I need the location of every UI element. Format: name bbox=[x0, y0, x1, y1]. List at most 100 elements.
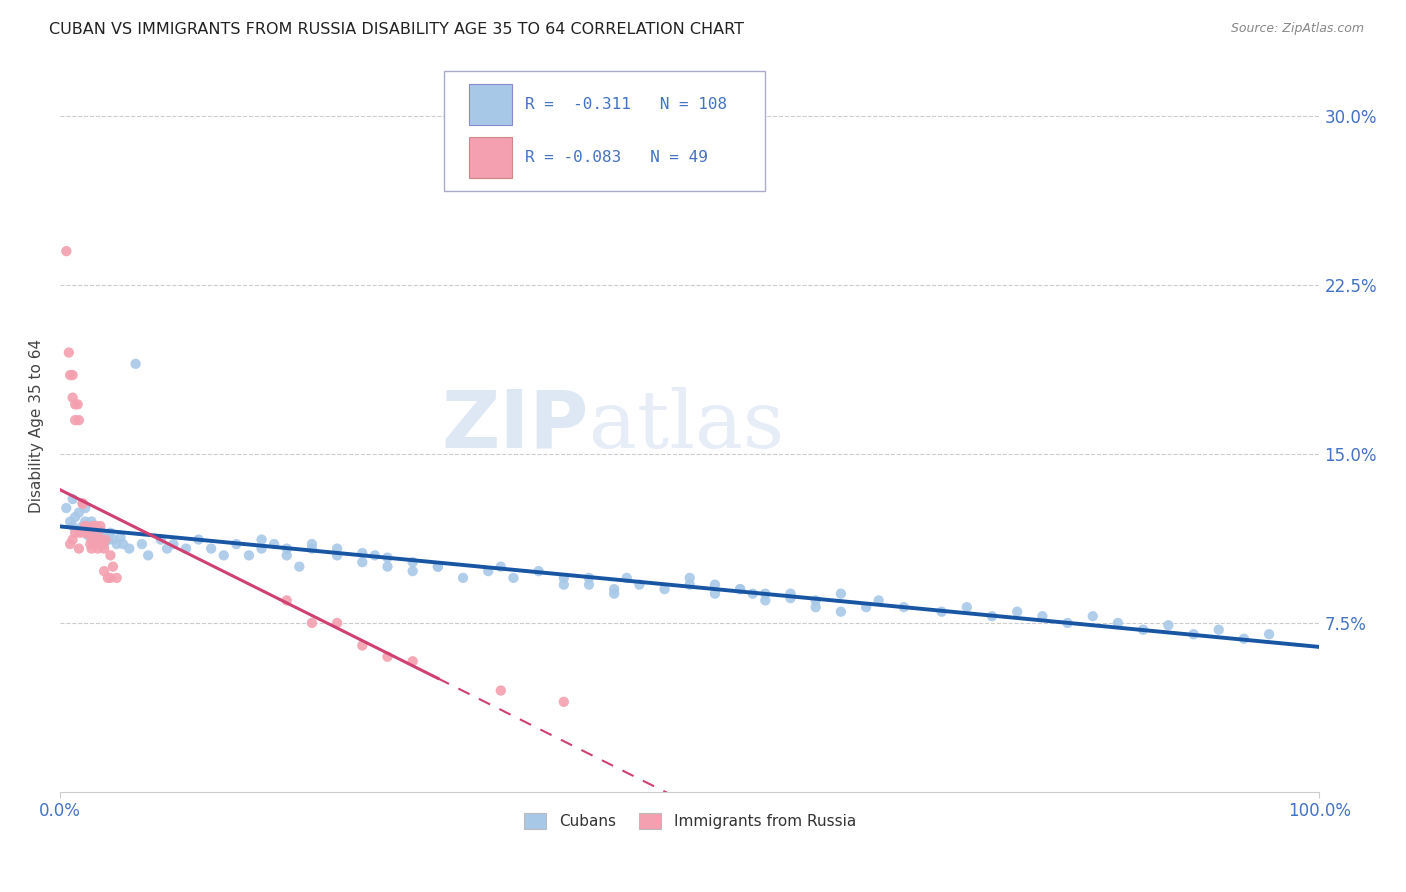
Point bbox=[72, 496, 94, 510]
FancyBboxPatch shape bbox=[470, 84, 512, 125]
Point bbox=[250, 541, 273, 556]
Point bbox=[87, 533, 110, 547]
Point bbox=[451, 571, 474, 585]
Point bbox=[804, 600, 827, 615]
Point bbox=[212, 549, 235, 563]
Point bbox=[80, 541, 103, 556]
Point bbox=[489, 559, 512, 574]
Point bbox=[956, 600, 979, 615]
Point bbox=[79, 537, 101, 551]
Point bbox=[63, 525, 86, 540]
Point bbox=[63, 413, 86, 427]
Point bbox=[1031, 609, 1053, 624]
Point bbox=[276, 549, 298, 563]
Point bbox=[84, 533, 107, 547]
Point bbox=[301, 615, 323, 630]
Point bbox=[59, 368, 82, 382]
Point bbox=[89, 533, 111, 547]
Point bbox=[426, 559, 449, 574]
Point bbox=[93, 537, 115, 551]
Point bbox=[616, 571, 638, 585]
Point bbox=[149, 533, 172, 547]
Point bbox=[136, 549, 159, 563]
Point bbox=[118, 541, 141, 556]
Point bbox=[105, 537, 128, 551]
Point bbox=[868, 593, 890, 607]
Point bbox=[55, 244, 77, 259]
Point bbox=[82, 519, 104, 533]
Point bbox=[703, 577, 725, 591]
Point bbox=[1005, 605, 1028, 619]
Point bbox=[276, 541, 298, 556]
Text: R =  -0.311   N = 108: R = -0.311 N = 108 bbox=[524, 97, 727, 112]
Point bbox=[89, 537, 111, 551]
Text: R = -0.083   N = 49: R = -0.083 N = 49 bbox=[524, 150, 707, 165]
Point bbox=[93, 528, 115, 542]
Point bbox=[352, 639, 374, 653]
Point bbox=[111, 537, 134, 551]
Point bbox=[1132, 623, 1154, 637]
Point bbox=[67, 506, 90, 520]
Point bbox=[200, 541, 222, 556]
Point bbox=[156, 541, 179, 556]
Point bbox=[893, 600, 915, 615]
Point bbox=[578, 571, 600, 585]
Point bbox=[84, 519, 107, 533]
Point bbox=[402, 654, 425, 668]
Point bbox=[603, 587, 626, 601]
Point bbox=[75, 515, 97, 529]
Point bbox=[55, 501, 77, 516]
Point bbox=[89, 519, 111, 533]
Point bbox=[97, 533, 120, 547]
Point bbox=[67, 541, 90, 556]
Point bbox=[124, 357, 146, 371]
Point bbox=[654, 582, 676, 596]
Point bbox=[76, 525, 98, 540]
Point bbox=[578, 577, 600, 591]
Point bbox=[97, 571, 120, 585]
Point bbox=[63, 397, 86, 411]
Point bbox=[76, 528, 98, 542]
Point bbox=[553, 577, 575, 591]
Point bbox=[301, 541, 323, 556]
Point bbox=[1157, 618, 1180, 632]
Point bbox=[89, 524, 111, 538]
FancyBboxPatch shape bbox=[444, 70, 765, 192]
Point bbox=[804, 593, 827, 607]
Point bbox=[238, 549, 260, 563]
Point bbox=[830, 587, 852, 601]
Point bbox=[779, 587, 801, 601]
Point bbox=[62, 491, 84, 506]
Point bbox=[97, 533, 120, 547]
Point bbox=[72, 496, 94, 510]
Point bbox=[402, 555, 425, 569]
Point bbox=[1081, 609, 1104, 624]
Point bbox=[489, 683, 512, 698]
Point bbox=[426, 559, 449, 574]
Point bbox=[754, 593, 776, 607]
Text: Source: ZipAtlas.com: Source: ZipAtlas.com bbox=[1230, 22, 1364, 36]
Point bbox=[779, 591, 801, 606]
Point bbox=[301, 537, 323, 551]
Point bbox=[728, 582, 751, 596]
Point bbox=[87, 525, 110, 540]
Point bbox=[502, 571, 524, 585]
Point bbox=[58, 345, 80, 359]
Point bbox=[553, 695, 575, 709]
Point bbox=[80, 525, 103, 540]
Point bbox=[741, 587, 763, 601]
Point bbox=[93, 541, 115, 556]
Point bbox=[352, 555, 374, 569]
Point bbox=[59, 515, 82, 529]
Point bbox=[931, 605, 953, 619]
Point bbox=[91, 537, 114, 551]
Point bbox=[364, 549, 387, 563]
Point bbox=[754, 587, 776, 601]
Point bbox=[67, 413, 90, 427]
Point bbox=[84, 519, 107, 533]
Point bbox=[679, 577, 702, 591]
Point bbox=[75, 525, 97, 540]
Point bbox=[263, 537, 285, 551]
Point bbox=[477, 564, 499, 578]
Point bbox=[101, 559, 124, 574]
